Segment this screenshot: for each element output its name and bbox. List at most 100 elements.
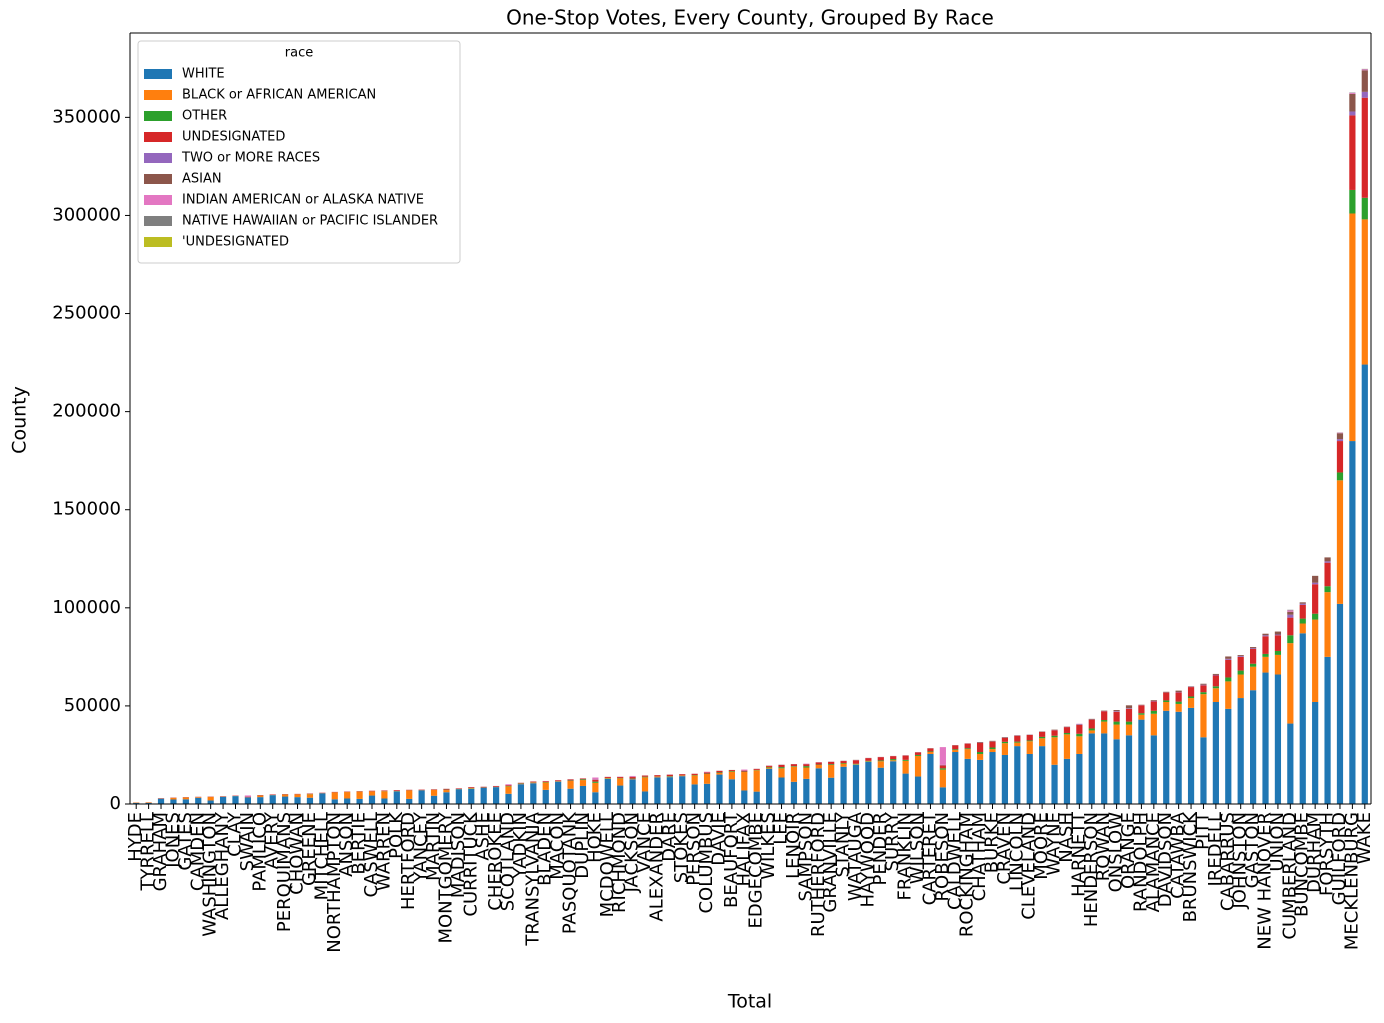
bar-segment <box>455 789 462 804</box>
bar-segment <box>741 769 748 771</box>
bar-segment <box>1138 719 1145 804</box>
bar-segment <box>778 777 785 804</box>
bar-segment <box>1262 653 1269 657</box>
x-tick-label: DAVIE <box>708 812 729 866</box>
x-tick-label: CAMDEN <box>187 812 208 891</box>
plot-area: 0 50000 100000 150000 200000 250000 300000 3500… <box>52 32 1375 953</box>
bar-segment <box>1039 746 1046 804</box>
x-tick-label: FRANKLIN <box>895 812 916 901</box>
bar-segment <box>1063 727 1071 733</box>
bar-segment <box>890 760 897 762</box>
bar-segment <box>1125 724 1133 736</box>
x-tick-label: CUMBERLAND <box>1279 812 1300 940</box>
bar-segment <box>803 764 810 767</box>
x-tick-label: WAKE <box>1354 812 1375 864</box>
bar-segment <box>914 776 922 804</box>
bar-segment <box>803 766 810 768</box>
bar-segment <box>703 783 711 804</box>
legend-swatch <box>144 111 172 121</box>
bar-segment <box>1287 610 1294 612</box>
x-tick-label: CLEVELAND <box>1019 812 1040 920</box>
bar-segment <box>1361 197 1368 220</box>
bar-segment <box>1125 735 1133 804</box>
bar-segment <box>244 795 251 797</box>
bar-segment <box>1349 92 1356 94</box>
bar-segment <box>157 798 165 804</box>
bar-segment <box>1113 711 1120 712</box>
bar-segment <box>269 795 276 804</box>
bar-segment <box>952 745 959 750</box>
x-tick-label: IREDELL <box>1205 812 1226 886</box>
bar-segment <box>505 793 512 804</box>
bar-segment <box>1076 724 1083 734</box>
bar-segment <box>406 798 413 804</box>
bar-segment <box>852 763 860 765</box>
bar-segment <box>790 766 798 782</box>
x-tick-label: BUNCOMBE <box>1292 812 1313 917</box>
y-tick-label: 150000 <box>52 499 121 520</box>
x-tick-label: WASHINGTON <box>200 812 221 937</box>
bar-segment <box>691 773 698 775</box>
bar-segment <box>1187 707 1195 804</box>
bar-segment <box>691 784 698 804</box>
bar-segment <box>778 767 785 769</box>
bar-segment <box>1299 604 1306 619</box>
bar-segment <box>852 760 860 764</box>
x-tick-label: HENDERSON <box>1081 812 1102 927</box>
bar-segment <box>1150 710 1157 714</box>
bar-segment <box>1212 675 1219 687</box>
bar-segment <box>1225 656 1232 659</box>
bar-segment <box>890 756 897 760</box>
bar-segment <box>1349 115 1356 190</box>
bar-segment <box>976 752 984 754</box>
bar-segment <box>1237 656 1244 657</box>
bar-segment <box>890 761 897 804</box>
bar-segment <box>1113 724 1120 740</box>
x-tick-label: PERQUIMANS <box>274 812 295 932</box>
y-tick-label: 100000 <box>52 597 121 618</box>
bar-segment <box>592 782 599 793</box>
bar-segment <box>989 741 996 748</box>
x-tick-label: ASHE <box>473 812 494 861</box>
bar-segment <box>1088 730 1095 734</box>
bar-segment <box>666 774 673 777</box>
bar-segment <box>1101 733 1108 804</box>
bar-segment <box>927 752 934 754</box>
bar-segment <box>505 786 512 794</box>
bar-segment <box>766 767 773 769</box>
bar-segment <box>716 770 723 773</box>
bar-segment <box>542 781 549 783</box>
x-tick-label: BLADEN <box>535 812 556 886</box>
bar-segment <box>1212 688 1219 702</box>
x-tick-label: WATAUGA <box>845 811 866 901</box>
x-tick-label: WILSON <box>907 812 928 884</box>
legend-swatch <box>144 237 172 247</box>
x-tick-label: DURHAM <box>1304 812 1325 893</box>
bar-segment <box>1051 764 1058 804</box>
x-tick-label: MADISON <box>448 812 469 898</box>
bar-segment <box>1163 691 1170 693</box>
bar-segment <box>1026 741 1033 754</box>
bar-segment <box>480 786 487 788</box>
x-tick-label: GATES <box>175 812 196 871</box>
bar-segment <box>604 778 611 779</box>
bar-segment <box>368 795 376 804</box>
bar-segment <box>356 791 363 799</box>
bar-segment <box>902 755 909 760</box>
bar-segment <box>989 749 996 753</box>
bar-segment <box>1250 663 1257 667</box>
bar-segment <box>1138 705 1145 714</box>
bar-segment <box>629 779 636 804</box>
bar-segment <box>1312 575 1319 583</box>
legend-swatch <box>144 195 172 205</box>
bar-segment <box>592 792 599 804</box>
bar-segment <box>617 778 624 786</box>
bar-segment <box>306 797 314 804</box>
bar-segment <box>294 794 301 798</box>
bar-segment <box>1287 635 1294 644</box>
bar-segment <box>1299 602 1306 604</box>
bar-segment <box>195 797 202 804</box>
bar-segment <box>778 768 785 778</box>
bar-segment <box>1324 656 1331 804</box>
bar-segment <box>604 776 611 778</box>
